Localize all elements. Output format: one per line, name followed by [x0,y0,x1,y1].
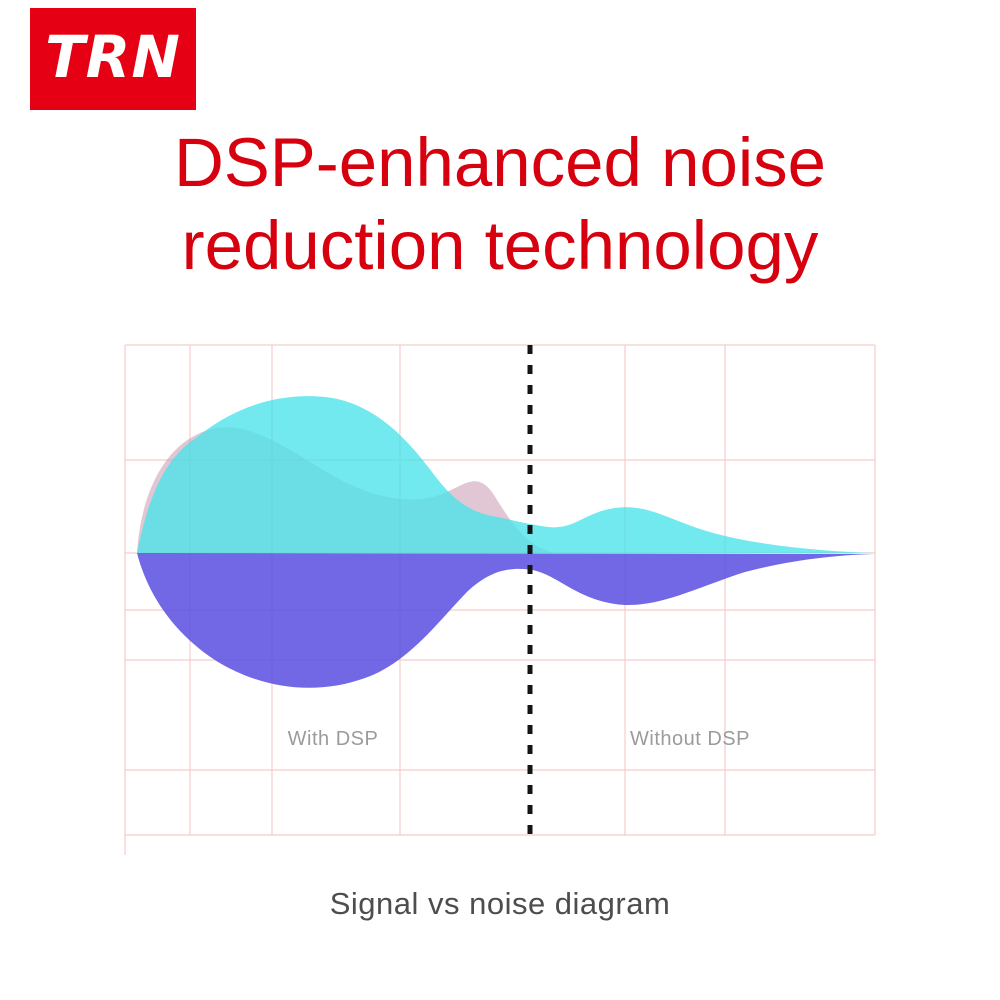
signal-shape [137,396,873,553]
diagram-caption: Signal vs noise diagram [329,886,671,921]
page-title-line2: reduction technology [181,206,819,284]
page-title-line1: DSP-enhanced noise [173,124,827,201]
page-title: DSP-enhanced noise reduction technology [0,122,1000,288]
noise-shape [137,553,873,688]
label-without-dsp: Without DSP [630,728,750,750]
label-with-dsp: With DSP [287,728,379,750]
brand-logo: TRN [30,8,196,110]
brand-logo-text: TRN [45,23,181,91]
